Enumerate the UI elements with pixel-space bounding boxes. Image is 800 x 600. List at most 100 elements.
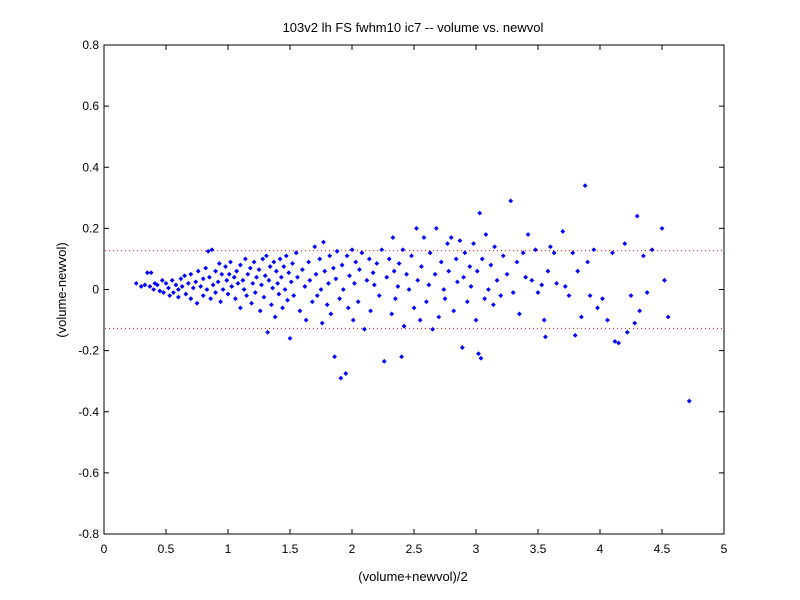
- data-point-93: [283, 253, 289, 259]
- data-point-14: [167, 293, 173, 299]
- x-tick-label: 3: [473, 542, 480, 556]
- data-point-162: [406, 287, 412, 292]
- data-point-12: [163, 280, 169, 286]
- data-point-5: [148, 270, 154, 276]
- data-point-119: [327, 253, 333, 259]
- reference-lines: [105, 250, 723, 329]
- data-point-219: [535, 290, 541, 295]
- data-point-223: [545, 268, 551, 274]
- data-point-99: [291, 293, 297, 299]
- data-point-151: [386, 256, 392, 262]
- data-point-3: [145, 270, 150, 276]
- y-tick-label: 0.4: [82, 160, 99, 174]
- data-point-189: [462, 250, 468, 256]
- data-point-215: [523, 274, 528, 280]
- data-point-66: [249, 300, 254, 306]
- data-point-186: [457, 238, 463, 243]
- data-point-179: [442, 296, 448, 302]
- data-point-208: [500, 253, 506, 259]
- data-point-139: [359, 250, 365, 256]
- data-point-152: [389, 311, 395, 317]
- data-point-237: [591, 247, 597, 253]
- data-point-78: [265, 329, 271, 335]
- data-point-253: [659, 225, 665, 231]
- data-point-124: [334, 248, 340, 254]
- x-tick-label: 1.5: [282, 542, 299, 556]
- data-point-252: [649, 247, 655, 253]
- data-point-76: [262, 273, 268, 279]
- data-point-122: [332, 354, 338, 360]
- data-point-222: [543, 334, 548, 340]
- data-point-108: [309, 299, 315, 305]
- data-point-109: [312, 244, 318, 250]
- data-point-147: [376, 293, 382, 299]
- data-point-113: [318, 287, 324, 292]
- data-point-25: [188, 271, 194, 277]
- data-point-195: [474, 268, 480, 274]
- data-point-238: [595, 305, 600, 311]
- data-point-157: [396, 261, 402, 266]
- data-point-17: [173, 282, 179, 288]
- data-point-38: [208, 296, 214, 302]
- data-point-177: [438, 259, 444, 265]
- data-point-210: [508, 198, 514, 204]
- data-point-212: [514, 259, 520, 265]
- data-point-118: [326, 280, 331, 286]
- data-point-116: [322, 268, 328, 274]
- data-point-135: [352, 280, 357, 286]
- y-tick-label: -0.2: [78, 344, 99, 358]
- data-point-199: [479, 256, 485, 262]
- data-point-65: [247, 265, 253, 271]
- data-point-104: [302, 284, 308, 289]
- data-point-138: [357, 267, 362, 273]
- data-point-188: [461, 274, 466, 280]
- data-point-176: [436, 314, 442, 320]
- data-point-155: [393, 296, 398, 302]
- data-point-67: [250, 280, 256, 286]
- data-point-101: [295, 274, 300, 280]
- data-points: [133, 183, 692, 404]
- data-point-88: [277, 256, 283, 262]
- data-point-143: [368, 308, 373, 314]
- data-point-167: [417, 317, 423, 323]
- data-point-190: [464, 299, 470, 305]
- chart-title: 103v2 lh FS fwhm10 ic7 -- volume vs. new…: [283, 20, 544, 35]
- data-point-178: [441, 287, 447, 292]
- data-point-220: [539, 282, 545, 288]
- data-point-42: [213, 290, 218, 295]
- data-point-245: [624, 329, 630, 335]
- data-point-6: [151, 287, 156, 292]
- data-point-161: [404, 271, 409, 277]
- data-point-246: [628, 293, 634, 299]
- x-tick-label: 2.5: [406, 542, 423, 556]
- data-point-171: [426, 282, 432, 288]
- data-point-163: [409, 253, 414, 259]
- data-point-142: [366, 256, 372, 262]
- data-point-43: [215, 279, 221, 285]
- x-tick-label: 0: [101, 542, 108, 556]
- data-point-72: [257, 308, 263, 314]
- data-point-126: [338, 375, 344, 381]
- data-point-130: [344, 253, 350, 259]
- data-point-174: [432, 271, 438, 277]
- data-point-180: [445, 241, 450, 247]
- data-point-15: [169, 277, 175, 283]
- data-point-158: [399, 354, 404, 360]
- data-point-102: [297, 308, 303, 314]
- data-point-8: [154, 282, 160, 288]
- data-point-187: [459, 345, 465, 350]
- data-point-136: [353, 259, 359, 265]
- data-point-170: [424, 299, 429, 305]
- data-point-29: [194, 300, 200, 306]
- data-point-196: [476, 351, 481, 357]
- y-tick-label: -0.8: [78, 527, 99, 541]
- data-point-211: [510, 290, 516, 295]
- data-point-10: [159, 277, 165, 283]
- data-point-173: [430, 326, 435, 332]
- data-point-24: [185, 280, 191, 286]
- data-point-87: [276, 291, 282, 297]
- data-point-156: [395, 284, 401, 289]
- data-point-52: [228, 259, 233, 265]
- y-tick-label: -0.4: [78, 405, 99, 419]
- data-point-209: [504, 271, 510, 277]
